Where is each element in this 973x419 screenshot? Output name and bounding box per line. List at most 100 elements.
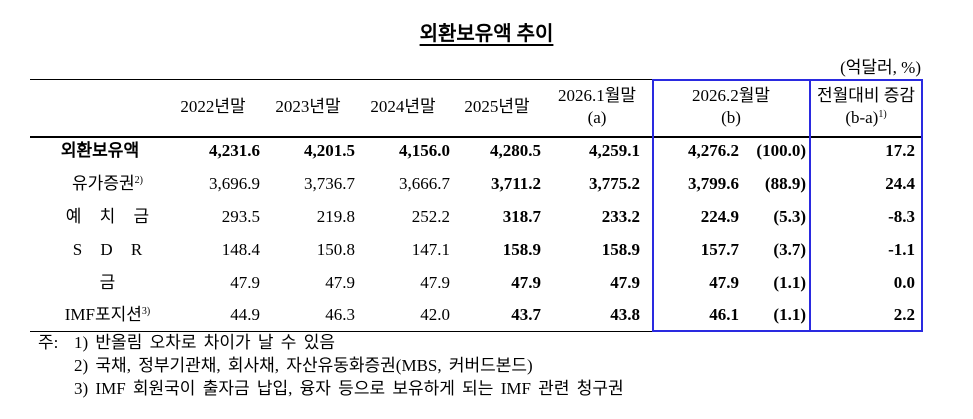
cell: 3,696.9 bbox=[209, 174, 260, 194]
cell: 47.9 bbox=[709, 273, 739, 293]
cell-text: 4,231.6 bbox=[209, 141, 260, 160]
cell-text: 318.7 bbox=[502, 207, 541, 226]
box-line bbox=[652, 330, 923, 332]
cell: 318.7 bbox=[503, 207, 541, 227]
row-label: IMF포지션3) bbox=[40, 305, 175, 325]
cell-text: 17.2 bbox=[885, 141, 915, 160]
footnote: 1) 반올림 오차로 차이가 날 수 있음 bbox=[74, 333, 335, 353]
row-label: 유가증권2) bbox=[40, 174, 175, 194]
cell-text: 3,666.7 bbox=[399, 174, 450, 193]
cell: 293.5 bbox=[222, 207, 260, 227]
cell-text: 42.0 bbox=[420, 305, 450, 324]
cell: 3,666.7 bbox=[399, 174, 450, 194]
cell: -8.3 bbox=[888, 207, 915, 227]
cell: 44.9 bbox=[230, 305, 260, 325]
cell: 4,201.5 bbox=[304, 141, 355, 161]
box-line bbox=[652, 79, 923, 81]
label-text: S D R bbox=[72, 240, 143, 259]
label-text: 외환보유액 bbox=[60, 141, 140, 160]
cell: (3.7) bbox=[773, 240, 806, 260]
row-label: 금 bbox=[40, 273, 175, 293]
footnote-text: 3) IMF 회원국이 출자금 납입, 융자 등으로 보유하게 되는 IMF 관… bbox=[74, 379, 624, 398]
cell: -1.1 bbox=[888, 240, 915, 260]
cell-text: 47.9 bbox=[610, 273, 640, 292]
cell-text: 3,696.9 bbox=[209, 174, 260, 193]
cell-text: 147.1 bbox=[411, 240, 450, 259]
box-line bbox=[921, 79, 923, 332]
cell: 147.1 bbox=[412, 240, 450, 260]
cell-text: 252.2 bbox=[411, 207, 450, 226]
cell: (1.1) bbox=[773, 305, 806, 325]
cell: 2.2 bbox=[894, 305, 915, 325]
cell: 47.9 bbox=[420, 273, 450, 293]
label-text: IMF포지션 bbox=[64, 305, 142, 324]
cell-text: 224.9 bbox=[700, 207, 739, 226]
cell: 47.9 bbox=[230, 273, 260, 293]
cell: (1.1) bbox=[773, 273, 806, 293]
cell: 4,156.0 bbox=[399, 141, 450, 161]
cell-text: 4,276.2 bbox=[688, 141, 739, 160]
cell: 4,259.1 bbox=[589, 141, 640, 161]
cell: 158.9 bbox=[602, 240, 640, 260]
cell: 158.9 bbox=[503, 240, 541, 260]
footnote-prefix: 주: bbox=[38, 333, 59, 352]
cell: 43.8 bbox=[610, 305, 640, 325]
header-cell: 전월대비 증감 bbox=[786, 86, 946, 106]
cell-text: -1.1 bbox=[888, 240, 915, 259]
header-cell: 2024년말 bbox=[323, 97, 483, 117]
header-text: 2023년말 bbox=[275, 97, 341, 116]
cell-text: 46.3 bbox=[325, 305, 355, 324]
header-cell: 2025년말 bbox=[417, 97, 577, 117]
cell-text: -8.3 bbox=[888, 207, 915, 226]
cell-text: 3,736.7 bbox=[304, 174, 355, 193]
box-line bbox=[652, 79, 654, 332]
cell: 3,736.7 bbox=[304, 174, 355, 194]
cell: 157.7 bbox=[701, 240, 739, 260]
header-cell: (b) bbox=[651, 108, 811, 128]
header-cell: 2022년말 bbox=[133, 97, 293, 117]
header-cell: 2026.2월말 bbox=[651, 86, 811, 106]
cell: 219.8 bbox=[317, 207, 355, 227]
cell-text: 158.9 bbox=[601, 240, 640, 259]
footnote-text: 2) 국채, 정부기관채, 회사채, 자산유동화증권(MBS, 커버드본드) bbox=[74, 356, 533, 375]
cell-text: 24.4 bbox=[885, 174, 915, 193]
cell: 224.9 bbox=[701, 207, 739, 227]
header-cell: (b-a)1) bbox=[786, 108, 946, 128]
cell-text: (3.7) bbox=[773, 240, 806, 259]
cell: 4,231.6 bbox=[209, 141, 260, 161]
header-text: 2026.1월말 bbox=[557, 86, 637, 105]
footnote-ref: 1) bbox=[878, 109, 887, 120]
cell-text: 43.7 bbox=[511, 305, 541, 324]
cell-text: 2.2 bbox=[893, 305, 915, 324]
cell-text: 4,156.0 bbox=[399, 141, 450, 160]
cell-text: (1.1) bbox=[773, 305, 806, 324]
cell-text: 47.9 bbox=[709, 273, 739, 292]
cell: 47.9 bbox=[610, 273, 640, 293]
cell: 43.7 bbox=[511, 305, 541, 325]
cell-text: 47.9 bbox=[325, 273, 355, 292]
cell: 42.0 bbox=[420, 305, 450, 325]
cell: 3,775.2 bbox=[589, 174, 640, 194]
cell: 47.9 bbox=[511, 273, 541, 293]
cell: (100.0) bbox=[756, 141, 806, 161]
footnote: 2) 국채, 정부기관채, 회사채, 자산유동화증권(MBS, 커버드본드) bbox=[74, 356, 533, 376]
cell-text: 150.8 bbox=[316, 240, 355, 259]
cell: 47.9 bbox=[325, 273, 355, 293]
cell-text: 3,799.6 bbox=[688, 174, 739, 193]
cell-text: 46.1 bbox=[709, 305, 739, 324]
cell-text: 158.9 bbox=[502, 240, 541, 259]
cell-text: 293.5 bbox=[221, 207, 260, 226]
rule-header bbox=[30, 136, 922, 138]
cell-text: 4,201.5 bbox=[304, 141, 355, 160]
cell-text: 47.9 bbox=[420, 273, 450, 292]
cell: 252.2 bbox=[412, 207, 450, 227]
row-label: S D R bbox=[40, 240, 175, 260]
cell-text: 233.2 bbox=[601, 207, 640, 226]
cell: 3,711.2 bbox=[491, 174, 541, 194]
footnote-text: 1) 반올림 오차로 차이가 날 수 있음 bbox=[74, 333, 335, 352]
cell: 148.4 bbox=[222, 240, 260, 260]
cell-text: 43.8 bbox=[610, 305, 640, 324]
cell: 233.2 bbox=[602, 207, 640, 227]
cell-text: 148.4 bbox=[221, 240, 260, 259]
